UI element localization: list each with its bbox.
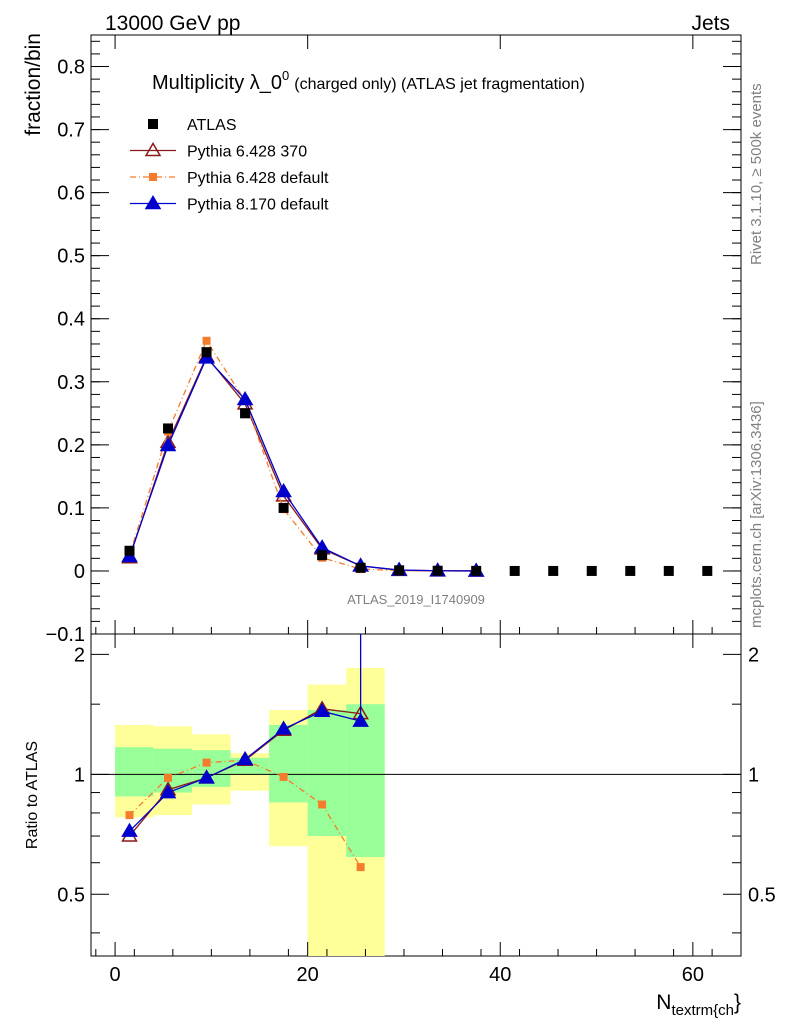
legend-label: Pythia 6.428 370: [187, 144, 307, 161]
y-tick-label: 0.6: [57, 183, 85, 205]
watermark: ATLAS_2019_I1740909: [347, 592, 485, 607]
ratio-series-layer: [121, 634, 369, 872]
ratio-band-inner: [346, 704, 385, 858]
x-tick-label: 0: [110, 964, 121, 986]
x-axis-label-main: N: [656, 991, 671, 1014]
x-axis-label-sub: textrm{ch: [671, 1002, 734, 1019]
ratio-marker: [313, 702, 331, 717]
side-label-top: Rivet 3.1.10, ≥ 500k events: [748, 83, 765, 265]
atlas-data-point: [625, 565, 636, 576]
y-tick-label: 0.5: [57, 246, 85, 268]
chart-title-main: Multiplicity λ_0: [152, 72, 282, 94]
ratio-marker: [275, 720, 292, 735]
legend-marker: [148, 119, 158, 129]
ratio-band-inner: [307, 710, 347, 837]
legend-label: Pythia 6.428 default: [187, 170, 329, 187]
ratio-marker: [202, 758, 211, 767]
main-series-layer: [121, 336, 713, 577]
y-tick-label: 0.1: [57, 498, 85, 520]
atlas-data-point: [432, 565, 443, 576]
ratio-tick-label: 1: [74, 764, 85, 786]
ratio-marker: [279, 772, 288, 781]
ratio-marker: [125, 811, 134, 820]
legend-label: ATLAS: [187, 117, 237, 134]
chart-title-superscript: 0: [282, 68, 289, 83]
atlas-data-point: [702, 565, 713, 576]
atlas-data-point: [663, 565, 674, 576]
atlas-data-point: [240, 408, 251, 419]
atlas-data-point: [317, 550, 328, 561]
chart-title: Multiplicity λ_00 (charged only) (ATLAS j…: [152, 68, 585, 94]
ratio-marker: [356, 863, 365, 872]
y-tick-label: 0.2: [57, 435, 85, 457]
axes: 0 20 40 60−0.100.10.20.30.40.50.60.70.80.5 0…: [46, 35, 776, 986]
ratio-tick-label-right: 2: [748, 644, 759, 666]
series-marker: [236, 390, 254, 406]
y-tick-label: −0.1: [46, 624, 85, 646]
x-axis-label: Ntextrm{ch}: [656, 991, 741, 1019]
ratio-marker: [121, 822, 138, 837]
ratio-plot-frame: [90, 633, 742, 957]
x-tick-label: 40: [489, 964, 511, 986]
atlas-data-point: [509, 565, 520, 576]
legend-marker: [144, 142, 162, 157]
ratio-marker: [159, 784, 177, 799]
series-marker: [159, 436, 177, 452]
process-label: Jets: [691, 12, 730, 35]
y-tick-label: 0.3: [57, 372, 85, 394]
atlas-data-point: [124, 545, 135, 556]
ratio-marker: [318, 800, 327, 809]
ratio-marker: [164, 773, 173, 782]
y-tick-label: 0.7: [57, 120, 85, 142]
series-marker: [275, 483, 292, 498]
ratio-marker: [198, 769, 215, 784]
atlas-data-point: [586, 565, 597, 576]
side-label-bottom: mcplots.cern.ch [arXiv:1306.3436]: [748, 401, 765, 628]
series-line: [128, 356, 477, 572]
atlas-data-point: [201, 347, 212, 358]
ratio-marker: [236, 750, 254, 766]
ratio-band-inner: [115, 747, 154, 797]
atlas-data-point: [548, 565, 559, 576]
atlas-data-point: [355, 562, 366, 573]
legend: ATLAS Pythia 6.428 370 Pythia 6.428 defaul…: [130, 117, 329, 214]
legend-marker: [149, 173, 157, 181]
chart-title-suffix: (charged only) (ATLAS jet fragmentation): [294, 76, 585, 93]
y-axis-label: fraction/bin: [22, 33, 45, 136]
ratio-tick-label-right: 1: [748, 764, 759, 786]
atlas-data-point: [471, 565, 482, 576]
series-line: [128, 339, 477, 572]
y-tick-label: 0.8: [57, 57, 85, 79]
atlas-data-point: [394, 565, 405, 576]
series-marker: [202, 336, 211, 345]
x-tick-label: 60: [682, 964, 704, 986]
atlas-data-point: [278, 502, 289, 513]
y-tick-label: 0: [74, 561, 85, 583]
legend-label: Pythia 8.170 default: [187, 197, 329, 214]
ratio-tick-label-right: 0.5: [748, 884, 776, 906]
legend-marker: [144, 195, 162, 210]
ratio-tick-label: 2: [74, 644, 85, 666]
atlas-data-point: [163, 423, 174, 434]
energy-label: 13000 GeV pp: [105, 12, 240, 35]
y-tick-label: 0.4: [57, 309, 85, 331]
ratio-y-axis-label: Ratio to ATLAS: [24, 741, 41, 849]
x-tick-label: 20: [297, 964, 319, 986]
ratio-tick-label: 0.5: [57, 884, 85, 906]
series-line: [128, 355, 477, 572]
x-axis-label-suffix: }: [734, 991, 741, 1014]
